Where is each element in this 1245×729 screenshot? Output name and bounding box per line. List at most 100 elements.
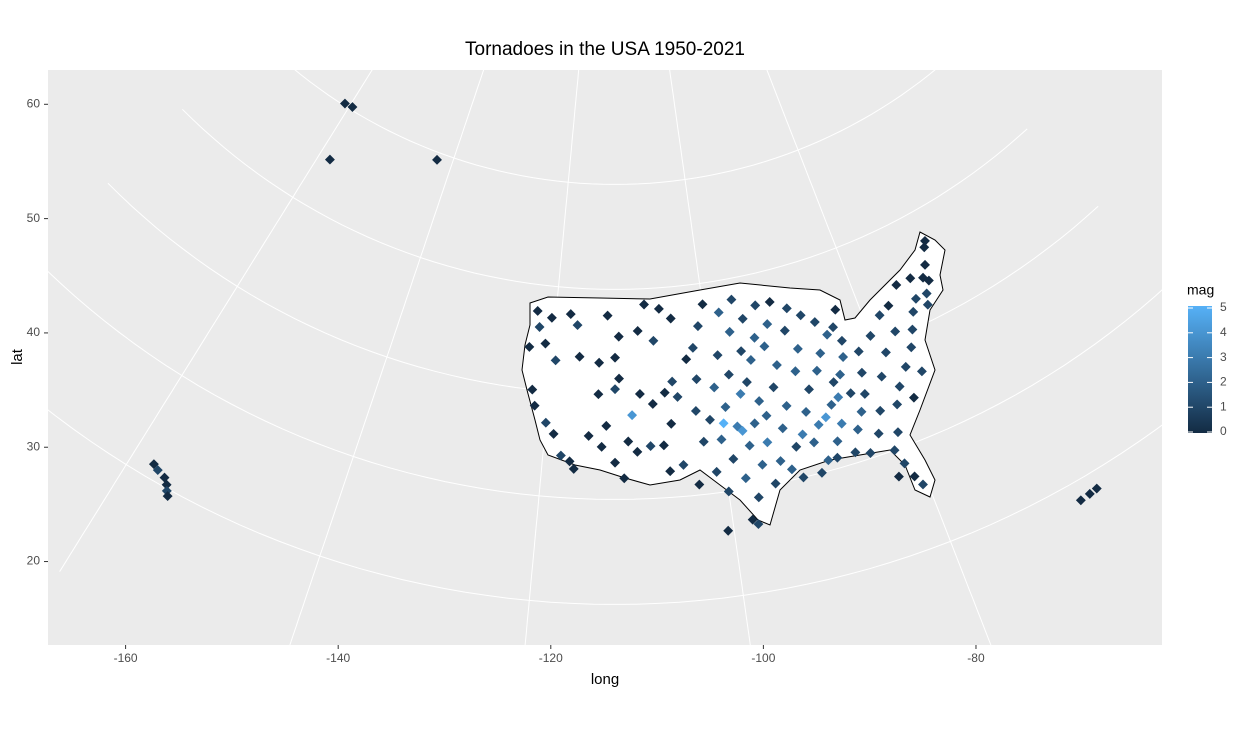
colorbar-tick-label: 2 bbox=[1220, 375, 1227, 389]
tornado-point bbox=[627, 410, 638, 421]
legend-title: mag bbox=[1187, 282, 1214, 298]
tornado-point bbox=[809, 317, 820, 327]
tornado-point bbox=[718, 418, 729, 429]
tornado-point bbox=[775, 456, 786, 466]
parallel bbox=[294, 70, 936, 185]
parallel bbox=[48, 270, 1162, 500]
tornado-point bbox=[161, 479, 172, 490]
tornado-point bbox=[645, 441, 656, 452]
tornado-point bbox=[667, 376, 678, 387]
tornado-point bbox=[632, 326, 643, 336]
tornado-point bbox=[614, 373, 624, 384]
tornado-point bbox=[883, 300, 894, 311]
tornado-point bbox=[534, 322, 545, 332]
tornado-point bbox=[532, 305, 543, 316]
tornado-point bbox=[647, 398, 658, 409]
y-tick-label: 20 bbox=[27, 554, 41, 568]
tornado-point bbox=[601, 420, 612, 431]
tornado-point bbox=[792, 343, 803, 354]
tornado-point bbox=[795, 310, 806, 321]
tornado-point bbox=[340, 98, 350, 109]
tornado-point bbox=[809, 437, 819, 448]
x-tick-label: -160 bbox=[114, 651, 138, 665]
y-axis-title: lat bbox=[9, 348, 26, 365]
tornado-point bbox=[770, 478, 781, 489]
tornado-point bbox=[836, 335, 847, 346]
tornado-point bbox=[691, 374, 702, 385]
tornado-point bbox=[720, 402, 731, 413]
colorbar-tick-label: 0 bbox=[1220, 424, 1227, 438]
tornado-point bbox=[906, 342, 917, 353]
parallel bbox=[48, 409, 1162, 605]
tornado-point bbox=[529, 400, 540, 411]
tornado-point bbox=[919, 242, 930, 253]
tornado-point bbox=[804, 384, 814, 395]
tornado-point bbox=[909, 471, 920, 482]
tornado-point bbox=[908, 306, 919, 317]
tornado-point bbox=[907, 324, 918, 335]
tornado-point bbox=[891, 280, 902, 290]
tornado-point bbox=[741, 377, 752, 388]
colorbar-tick-label: 1 bbox=[1220, 399, 1227, 413]
tornado-point bbox=[836, 418, 847, 429]
tornado-point bbox=[602, 310, 613, 321]
tornado-point bbox=[546, 312, 557, 323]
tornado-point bbox=[856, 367, 867, 378]
meridian bbox=[59, 70, 373, 572]
tornado-point bbox=[797, 429, 808, 440]
tornado-point bbox=[757, 459, 768, 470]
tornado-point bbox=[712, 350, 723, 361]
tornado-point bbox=[762, 437, 773, 448]
tornado-point bbox=[550, 355, 561, 366]
chart-title: Tornadoes in the USA 1950-2021 bbox=[465, 39, 745, 60]
meridian bbox=[289, 70, 485, 645]
tornado-point bbox=[753, 519, 764, 530]
tornado-point bbox=[694, 479, 705, 490]
tornado-point bbox=[893, 427, 903, 438]
tornado-point bbox=[899, 458, 910, 469]
y-tick-label: 60 bbox=[27, 96, 41, 110]
x-tick-label: -120 bbox=[539, 651, 563, 665]
tornado-point bbox=[735, 388, 746, 399]
tornado-point bbox=[524, 341, 535, 352]
tornado-point bbox=[815, 348, 826, 359]
colorbar-tick-label: 4 bbox=[1220, 325, 1227, 339]
tornado-point bbox=[737, 425, 748, 436]
tornado-point bbox=[724, 326, 735, 337]
axes: -160 -140 -120 -100 -80 20 30 40 50 60 bbox=[27, 96, 985, 665]
x-tick-label: -140 bbox=[326, 651, 350, 665]
tornado-point bbox=[548, 428, 559, 439]
tornado-point bbox=[850, 447, 861, 458]
tornado-point bbox=[920, 259, 930, 270]
tornado-point bbox=[162, 491, 173, 502]
tornado-point bbox=[726, 294, 737, 305]
tornado-point bbox=[822, 329, 833, 340]
tornado-point bbox=[813, 419, 824, 430]
points bbox=[148, 98, 1102, 536]
x-tick-label: -80 bbox=[967, 651, 985, 665]
colorbar-tick-label: 3 bbox=[1220, 350, 1227, 364]
tornado-point bbox=[771, 360, 782, 370]
tornado-point bbox=[709, 382, 720, 393]
tornado-point bbox=[665, 313, 676, 324]
tornado-point bbox=[692, 321, 703, 332]
tornado-point bbox=[613, 331, 624, 342]
tornado-point bbox=[634, 389, 645, 399]
tornado-point bbox=[747, 514, 758, 525]
tornado-point bbox=[713, 307, 724, 318]
tornado-point bbox=[687, 342, 698, 353]
tornado-point bbox=[801, 406, 812, 417]
tornado-point bbox=[1084, 488, 1095, 499]
tornado-point bbox=[832, 452, 843, 463]
tornado-point bbox=[762, 319, 773, 330]
tornado-point bbox=[892, 399, 903, 410]
usa-outline bbox=[521, 231, 946, 526]
tornado-point bbox=[921, 288, 932, 299]
tornado-point bbox=[681, 354, 692, 365]
tornado-point bbox=[859, 389, 870, 399]
colorbar-tick-label: 5 bbox=[1220, 300, 1227, 314]
tornado-point bbox=[865, 330, 876, 341]
tornado-point bbox=[432, 154, 442, 165]
tornado-point bbox=[753, 492, 764, 503]
